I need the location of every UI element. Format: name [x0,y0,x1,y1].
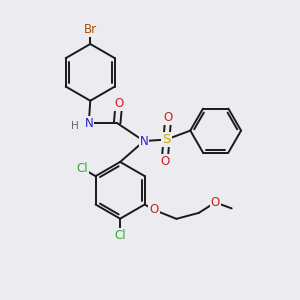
Text: O: O [211,196,220,209]
Text: O: O [115,97,124,110]
Text: Br: Br [84,22,97,36]
Text: O: O [160,155,170,168]
Text: Cl: Cl [76,162,88,175]
Text: S: S [162,133,171,146]
Text: O: O [149,203,159,216]
Text: H: H [71,121,79,131]
Text: N: N [140,134,148,148]
Text: N: N [84,117,93,130]
Text: O: O [163,111,172,124]
Text: Cl: Cl [114,229,126,242]
